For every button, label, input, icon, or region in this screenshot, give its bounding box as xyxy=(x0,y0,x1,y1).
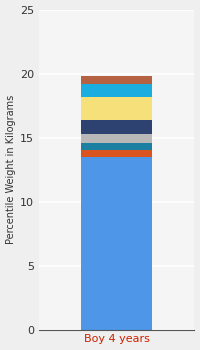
Bar xyxy=(81,134,152,144)
Bar xyxy=(81,97,152,120)
Bar xyxy=(81,84,152,97)
Bar xyxy=(81,76,152,84)
Bar xyxy=(81,157,152,330)
Bar xyxy=(81,144,152,150)
Bar xyxy=(81,120,152,134)
Y-axis label: Percentile Weight in Kilograms: Percentile Weight in Kilograms xyxy=(6,95,16,244)
Bar xyxy=(81,150,152,157)
